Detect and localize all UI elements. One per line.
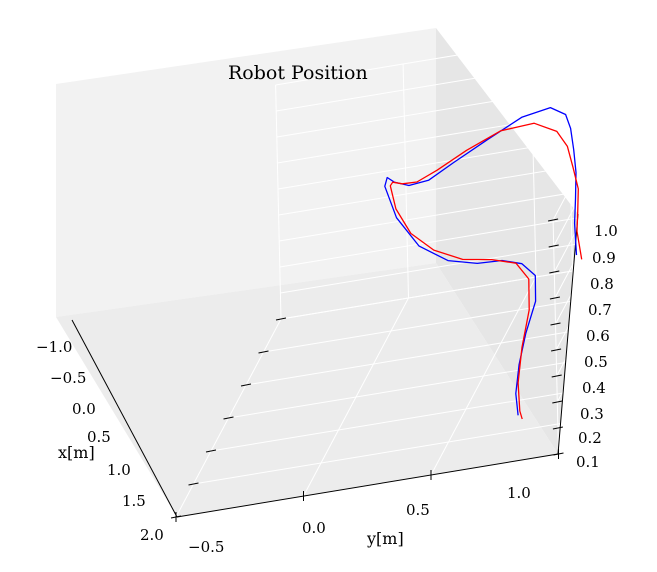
- axis-tick: [551, 374, 562, 378]
- gridline: [279, 204, 657, 268]
- gridline: [570, 186, 577, 422]
- gridline: [553, 50, 657, 247]
- gridline: [555, 131, 657, 325]
- gridline: [402, 63, 409, 299]
- gridline: [557, 240, 657, 429]
- gridline: [530, 42, 537, 278]
- axis-tick: [240, 383, 252, 387]
- y-tick-label: −0.5: [188, 538, 224, 556]
- gridline: [263, 288, 647, 353]
- x-tick-label: −1.0: [36, 338, 72, 356]
- x-tick-label: 1.0: [107, 461, 131, 479]
- axis-tick: [553, 452, 564, 456]
- gridline: [275, 84, 282, 320]
- z-tick-label: 0.5: [584, 353, 608, 371]
- x-tick-label: 1.5: [122, 492, 146, 510]
- axis-tick: [551, 348, 562, 352]
- gridline: [303, 297, 409, 497]
- gridline: [278, 152, 657, 216]
- axis-tick: [548, 244, 559, 248]
- y-tick-label: 0.0: [302, 519, 326, 537]
- y-tick-label: 0.5: [406, 501, 430, 519]
- gridline: [554, 104, 657, 299]
- axis-tick: [275, 317, 287, 321]
- floor-pane: [56, 263, 558, 517]
- gridline: [210, 387, 594, 452]
- gridline: [245, 321, 629, 386]
- chart-title: Robot Position: [228, 62, 368, 84]
- axis-tick: [205, 449, 217, 453]
- axis-tick: [188, 482, 199, 486]
- ticks: [170, 218, 564, 522]
- gridline: [277, 126, 657, 190]
- series-line-1: [389, 122, 583, 420]
- side-pane: [436, 28, 578, 454]
- y-axis-line: [176, 453, 559, 518]
- gridline: [640, 54, 647, 290]
- z-tick-label: 0.2: [578, 429, 602, 447]
- z-tick-label: 0.9: [592, 249, 616, 267]
- gridline: [558, 267, 657, 455]
- axis-tick: [258, 350, 269, 354]
- z-tick-label: 0.3: [580, 405, 604, 423]
- gridline: [280, 256, 657, 320]
- axis-tick: [552, 400, 563, 404]
- gridline: [276, 73, 657, 138]
- gridline: [193, 420, 577, 485]
- axis-tick: [552, 426, 563, 430]
- gridline: [279, 178, 657, 242]
- z-axis-line: [557, 213, 579, 455]
- y-axis-label: y[m]: [366, 529, 404, 548]
- z-tick-label: 0.8: [590, 275, 614, 293]
- axis-tick: [550, 322, 561, 326]
- gridline: [605, 120, 612, 356]
- gridline: [276, 47, 657, 112]
- z-tick-label: 0.6: [586, 327, 610, 345]
- z-tick-label: 0.1: [576, 453, 600, 471]
- gridlines: [175, 21, 657, 518]
- gridline: [556, 185, 657, 377]
- gridline: [556, 212, 657, 403]
- x-tick-label: 0.0: [72, 400, 96, 418]
- gridline: [277, 99, 657, 164]
- x-tick-label: 0.5: [87, 428, 111, 446]
- gridline: [552, 219, 559, 455]
- x-axis-line: [71, 319, 178, 518]
- gridline: [228, 354, 612, 419]
- gridline: [430, 276, 537, 476]
- series-layer: [384, 106, 583, 420]
- gridline: [622, 87, 629, 323]
- x-tick-label: −0.5: [50, 369, 86, 387]
- gridline: [275, 21, 657, 86]
- gridline: [552, 23, 657, 221]
- gridline: [280, 230, 657, 294]
- gridline: [553, 77, 657, 273]
- z-tick-label: 0.4: [582, 379, 606, 397]
- y-tick-label: 1.0: [507, 484, 531, 502]
- axis-tick: [223, 416, 234, 420]
- gridline: [555, 158, 657, 351]
- z-tick-label: 1.0: [594, 222, 618, 240]
- gridline: [587, 153, 594, 389]
- axis-tick: [549, 270, 560, 274]
- axis-tick: [549, 296, 560, 300]
- axis-tick: [548, 218, 559, 222]
- z-tick-label: 0.7: [588, 301, 612, 319]
- series-line-0: [384, 106, 578, 416]
- x-axis-label: x[m]: [58, 443, 95, 462]
- x-tick-label: 2.0: [140, 526, 164, 544]
